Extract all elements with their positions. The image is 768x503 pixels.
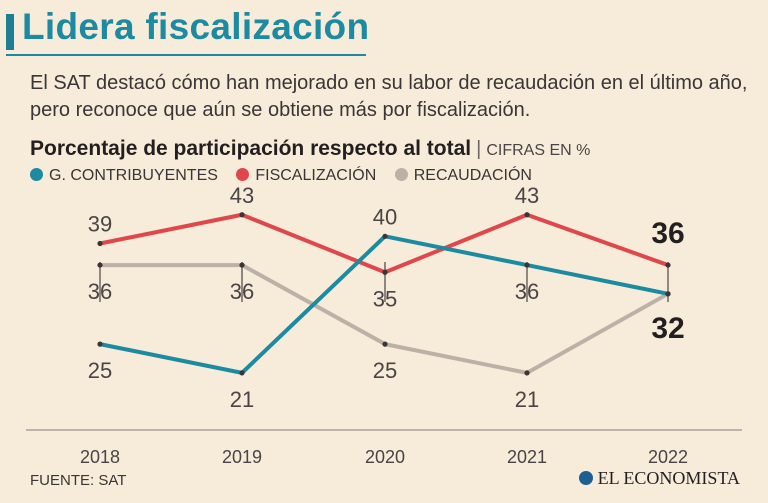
brand-logo: EL ECONOMISTA	[578, 468, 740, 489]
brand-name: EL ECONOMISTA	[597, 468, 740, 488]
data-point	[97, 240, 103, 247]
x-tick-label: 2020	[365, 447, 405, 467]
x-tick-label: 2022	[648, 447, 688, 467]
x-tick-label: 2018	[80, 447, 120, 467]
data-point	[239, 262, 245, 268]
data-point	[665, 291, 671, 297]
chart-legend: G. CONTRIBUYENTES FISCALIZACIÓN RECAUDAC…	[30, 167, 546, 185]
data-label: 43	[515, 183, 539, 208]
page-title: Lidera fiscalización	[22, 6, 370, 47]
data-label: 21	[230, 387, 254, 412]
brand-mark-icon	[578, 471, 593, 485]
data-point	[524, 262, 530, 268]
legend-item-contribuyentes: G. CONTRIBUYENTES	[30, 167, 218, 185]
chart-units: CIFRAS EN %	[486, 142, 591, 159]
legend-dot-icon	[394, 168, 408, 181]
legend-label: FISCALIZACIÓN	[255, 167, 377, 184]
data-label: 32	[651, 312, 684, 345]
data-point	[97, 262, 103, 268]
data-label: 25	[88, 358, 112, 383]
data-label: 25	[373, 358, 397, 383]
chart-heading: Porcentaje de participación respecto al …	[30, 137, 590, 161]
title-accent-bar	[6, 14, 14, 50]
legend-dot-icon	[30, 168, 43, 181]
data-point	[524, 212, 530, 218]
data-label: 39	[88, 212, 112, 237]
data-point	[382, 233, 388, 239]
series-line-recaudaci-n	[98, 263, 670, 375]
legend-item-fiscalizacion: FISCALIZACIÓN	[236, 167, 376, 185]
data-point	[97, 341, 103, 347]
data-point	[524, 370, 530, 376]
data-label: 21	[515, 387, 539, 412]
legend-label: G. CONTRIBUYENTES	[49, 167, 218, 184]
data-point	[665, 262, 671, 268]
source-note: FUENTE: SAT	[30, 472, 127, 489]
chart-title: Porcentaje de participación respecto al …	[30, 137, 472, 160]
data-label: 36	[230, 279, 254, 304]
data-label: 36	[88, 279, 112, 304]
data-point	[239, 212, 245, 218]
legend-item-recaudacion: RECAUDACIÓN	[394, 167, 532, 185]
data-label: 36	[515, 279, 539, 304]
legend-label: RECAUDACIÓN	[413, 167, 532, 184]
data-point	[382, 341, 388, 347]
data-label: 40	[373, 204, 397, 229]
data-point	[382, 269, 388, 275]
x-tick-label: 2021	[507, 447, 547, 467]
data-label: 43	[230, 183, 254, 208]
x-tick-label: 2019	[222, 447, 262, 467]
data-label: 36	[651, 217, 684, 250]
data-label: 35	[373, 286, 397, 311]
title-underline	[6, 54, 366, 56]
data-point	[239, 370, 245, 376]
chart-heading-separator: |	[476, 138, 482, 160]
subtitle: El SAT destacó cómo han mejorado en su l…	[30, 72, 748, 121]
legend-dot-icon	[236, 168, 250, 181]
